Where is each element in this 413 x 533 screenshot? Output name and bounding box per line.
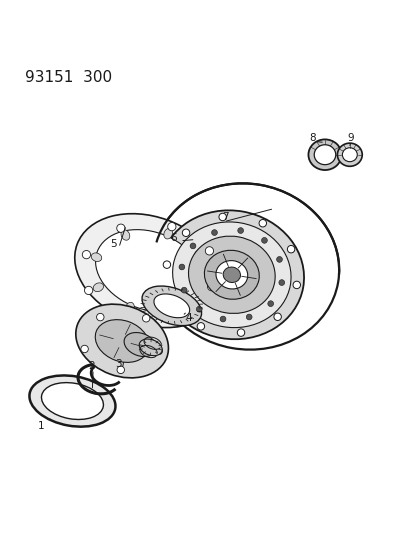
Ellipse shape: [261, 238, 267, 243]
Ellipse shape: [124, 333, 156, 357]
Ellipse shape: [205, 247, 213, 255]
Ellipse shape: [95, 320, 149, 362]
Ellipse shape: [223, 267, 240, 282]
Ellipse shape: [81, 345, 88, 353]
Ellipse shape: [278, 280, 284, 286]
Ellipse shape: [337, 143, 361, 166]
Ellipse shape: [237, 329, 244, 336]
Ellipse shape: [259, 220, 266, 227]
Ellipse shape: [164, 229, 172, 239]
Ellipse shape: [292, 281, 300, 289]
Text: 6: 6: [170, 232, 177, 243]
Ellipse shape: [273, 313, 281, 320]
Ellipse shape: [178, 264, 184, 270]
Ellipse shape: [216, 261, 247, 289]
Text: 9: 9: [347, 133, 354, 143]
Ellipse shape: [287, 246, 294, 253]
Ellipse shape: [75, 214, 223, 328]
Ellipse shape: [29, 375, 115, 426]
Ellipse shape: [308, 140, 341, 170]
Text: 8: 8: [309, 133, 315, 143]
Ellipse shape: [342, 148, 356, 161]
Ellipse shape: [218, 213, 226, 221]
Text: 2: 2: [88, 361, 94, 371]
Ellipse shape: [82, 251, 90, 259]
Text: 5: 5: [110, 239, 117, 249]
Ellipse shape: [267, 301, 273, 306]
Ellipse shape: [155, 347, 162, 354]
Ellipse shape: [153, 183, 338, 350]
Ellipse shape: [163, 261, 170, 269]
Ellipse shape: [313, 145, 335, 165]
Ellipse shape: [116, 224, 125, 232]
Ellipse shape: [173, 309, 181, 317]
Text: 7: 7: [222, 212, 228, 222]
Ellipse shape: [246, 314, 252, 320]
Ellipse shape: [95, 230, 202, 312]
Ellipse shape: [197, 322, 204, 330]
Ellipse shape: [91, 253, 102, 262]
Ellipse shape: [154, 294, 189, 318]
Ellipse shape: [96, 313, 104, 321]
Ellipse shape: [41, 383, 103, 419]
Ellipse shape: [122, 311, 130, 319]
Ellipse shape: [204, 251, 259, 299]
Ellipse shape: [139, 339, 162, 356]
Ellipse shape: [276, 256, 282, 262]
Ellipse shape: [207, 282, 215, 291]
Ellipse shape: [93, 283, 103, 292]
Ellipse shape: [190, 243, 195, 249]
Ellipse shape: [121, 230, 130, 240]
Ellipse shape: [211, 230, 217, 236]
Ellipse shape: [237, 228, 243, 233]
Ellipse shape: [169, 297, 176, 304]
Ellipse shape: [220, 316, 225, 322]
Ellipse shape: [168, 301, 177, 311]
Ellipse shape: [182, 229, 189, 237]
Ellipse shape: [167, 222, 176, 231]
Ellipse shape: [76, 304, 168, 378]
Ellipse shape: [159, 211, 303, 339]
Ellipse shape: [117, 366, 124, 374]
Ellipse shape: [125, 302, 134, 313]
Ellipse shape: [84, 286, 93, 295]
Ellipse shape: [142, 314, 150, 322]
Ellipse shape: [196, 306, 202, 312]
Text: 3: 3: [114, 359, 121, 369]
Ellipse shape: [142, 286, 201, 326]
Ellipse shape: [188, 236, 275, 313]
Ellipse shape: [181, 287, 187, 293]
Ellipse shape: [196, 280, 206, 288]
Text: 4: 4: [185, 313, 191, 323]
Text: 1: 1: [38, 421, 45, 431]
Text: 93151  300: 93151 300: [25, 70, 112, 85]
Ellipse shape: [194, 249, 204, 259]
Ellipse shape: [172, 222, 290, 328]
